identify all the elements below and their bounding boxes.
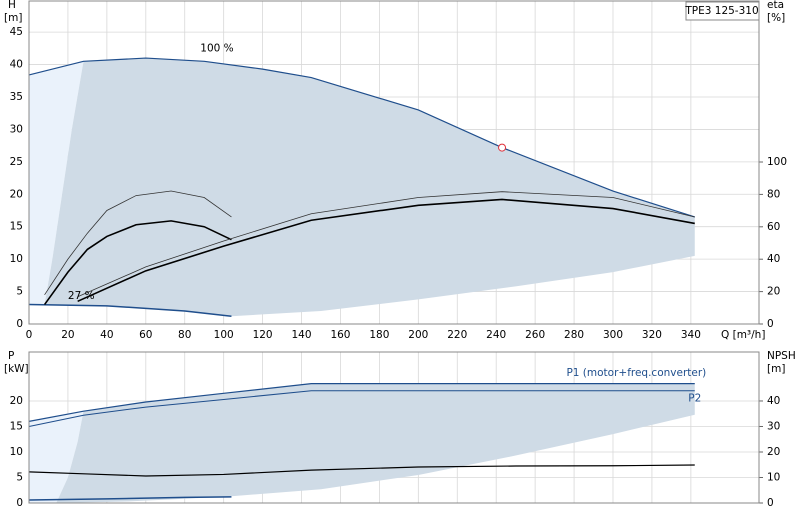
curve [28, 303, 232, 317]
annotation: 100 % [200, 42, 233, 54]
x-tick-label: 40 [100, 329, 113, 341]
chart-title: TPE3 125-310 [684, 5, 758, 17]
x-tick-label: 60 [139, 329, 152, 341]
y2-axis-unit: [%] [767, 12, 785, 24]
y2-tick-label: 0 [767, 318, 774, 330]
y-axis-label: H [8, 0, 16, 11]
x-tick-label: 260 [525, 329, 545, 341]
y-tick-label: 40 [10, 59, 23, 71]
y2-tick-label: 10 [767, 471, 780, 483]
x-tick-label: 200 [408, 329, 428, 341]
x-tick-label: 340 [681, 329, 701, 341]
x-axis-label: Q [m³/h] [721, 329, 765, 341]
curve [28, 390, 695, 427]
y2-tick-label: 30 [767, 420, 780, 432]
x-tick-label: 20 [61, 329, 74, 341]
x-tick-label: 0 [26, 329, 33, 341]
y2-tick-label: 40 [767, 395, 780, 407]
y2-tick-label: 0 [767, 497, 774, 509]
x-tick-label: 220 [447, 329, 467, 341]
y2-tick-label: 100 [767, 156, 787, 168]
y-axis-label: P [8, 350, 14, 362]
curve [28, 57, 695, 218]
curve [77, 198, 695, 303]
y-tick-label: 5 [16, 471, 23, 483]
x-tick-label: 120 [253, 329, 273, 341]
y2-tick-label: 20 [767, 446, 780, 458]
y-tick-label: 10 [10, 253, 23, 265]
y-tick-label: 0 [16, 318, 23, 330]
duty-point [498, 143, 507, 152]
y-tick-label: 0 [16, 497, 23, 509]
x-tick-label: 180 [369, 329, 389, 341]
annotation: 27 % [68, 290, 95, 302]
curve [28, 496, 232, 501]
y-tick-label: 35 [10, 91, 23, 103]
y-tick-label: 15 [10, 221, 23, 233]
curve [28, 383, 695, 422]
y2-tick-label: 20 [767, 286, 780, 298]
x-tick-label: 160 [330, 329, 350, 341]
curve [77, 191, 695, 298]
annotation: P2 [688, 392, 701, 404]
y2-axis-label: NPSH [767, 350, 796, 362]
y-tick-label: 45 [10, 26, 23, 38]
y-tick-label: 20 [10, 188, 23, 200]
y2-tick-label: 60 [767, 221, 780, 233]
y-tick-label: 15 [10, 420, 23, 432]
x-tick-label: 240 [486, 329, 506, 341]
y-tick-label: 20 [10, 395, 23, 407]
title-box [685, 1, 760, 21]
curve [43, 220, 232, 306]
y-axis-unit: [m] [4, 12, 22, 24]
operating-area [56, 383, 695, 503]
operating-area [29, 61, 84, 305]
y-tick-label: 5 [16, 286, 23, 298]
y2-axis-unit: [m] [767, 363, 785, 375]
y-tick-label: 25 [10, 156, 23, 168]
curve [28, 464, 695, 477]
y2-tick-label: 80 [767, 188, 780, 200]
y-tick-label: 30 [10, 123, 23, 135]
x-tick-label: 320 [642, 329, 662, 341]
annotation: P1 (motor+freq.converter) [566, 367, 706, 379]
x-tick-label: 100 [214, 329, 234, 341]
curve [44, 190, 232, 296]
x-tick-label: 80 [178, 329, 191, 341]
y-tick-label: 10 [10, 446, 23, 458]
operating-area [29, 411, 84, 503]
x-tick-label: 300 [603, 329, 623, 341]
x-tick-label: 280 [564, 329, 584, 341]
y-axis-unit: [kW] [4, 363, 29, 375]
y2-axis-label: eta [767, 0, 784, 11]
x-tick-label: 140 [292, 329, 312, 341]
y2-tick-label: 40 [767, 253, 780, 265]
plot-frame [28, 351, 760, 504]
plot-frame [28, 0, 760, 325]
